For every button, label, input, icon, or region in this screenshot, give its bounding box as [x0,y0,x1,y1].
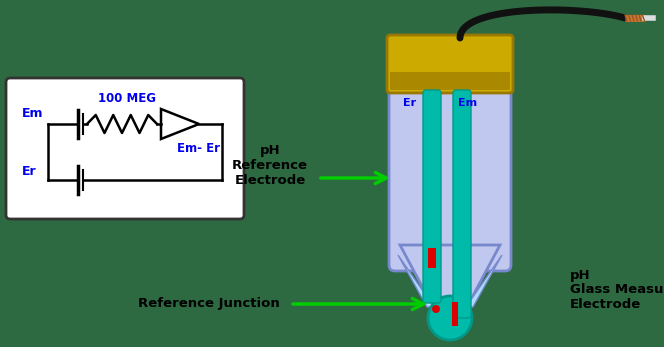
Bar [452,302,458,326]
FancyBboxPatch shape [423,90,441,303]
Polygon shape [398,255,434,307]
FancyBboxPatch shape [6,78,244,219]
Text: pH
Glass Measuring
Electrode: pH Glass Measuring Electrode [570,269,664,312]
FancyBboxPatch shape [453,90,471,318]
Text: Em: Em [22,107,44,120]
Text: 100 MEG: 100 MEG [98,92,156,105]
Circle shape [432,305,440,313]
Text: Em: Em [458,98,477,108]
FancyBboxPatch shape [387,35,513,93]
Bar [428,248,436,268]
Text: Er: Er [403,98,416,108]
Text: Em- Er: Em- Er [177,142,220,155]
Ellipse shape [428,296,472,340]
Text: pH
Reference
Electrode: pH Reference Electrode [232,144,308,186]
Polygon shape [466,255,502,307]
FancyBboxPatch shape [389,82,511,271]
Bar [390,72,510,90]
Text: Er: Er [22,165,37,178]
Polygon shape [400,245,500,305]
Text: Reference Junction: Reference Junction [138,297,280,311]
